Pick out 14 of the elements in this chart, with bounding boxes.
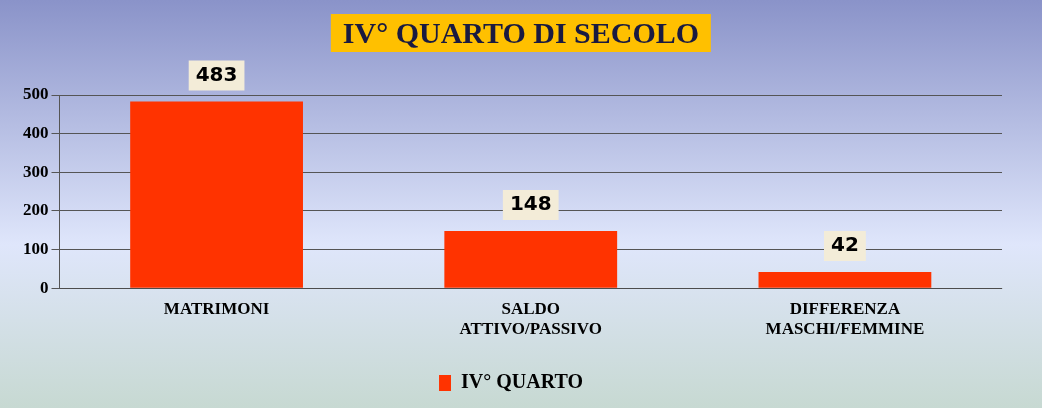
y-tick-label: 200 [23, 200, 49, 220]
data-label: 42 [830, 232, 859, 257]
legend-label: IV° QUARTO [461, 370, 583, 393]
y-tick-label: 0 [40, 277, 49, 297]
x-tick-label: DIFFERENZA MASCHI/FEMMINE [765, 298, 925, 339]
x-tick-label: SALDO ATTIVO/PASSIVO [459, 298, 602, 339]
y-tick-label: 500 [23, 84, 49, 104]
y-tick-label: 400 [23, 123, 49, 143]
y-tick-label: 100 [23, 238, 49, 258]
x-tick-label: MATRIMONI [163, 298, 270, 318]
y-tick-label: 300 [23, 161, 49, 181]
data-label: 483 [195, 61, 238, 86]
chart-title: IV° QUARTO DI SECOLO [330, 14, 712, 52]
data-label: 148 [509, 191, 552, 216]
